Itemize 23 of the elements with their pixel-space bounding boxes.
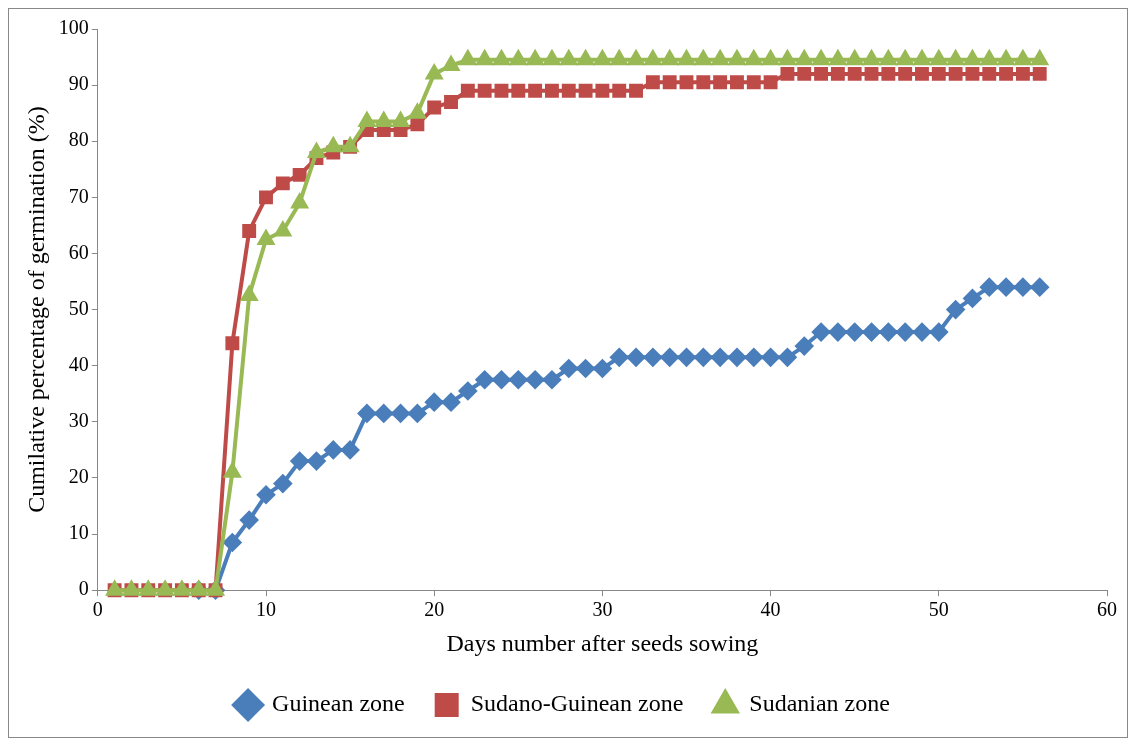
y-tick-label: 50 (68, 296, 89, 319)
x-tick-label: 40 (760, 598, 781, 621)
y-tick-label: 40 (68, 352, 89, 375)
y-tick-label: 30 (68, 409, 89, 432)
y-tick-label: 80 (68, 128, 89, 151)
y-tick-label: 10 (68, 521, 89, 544)
x-tick-label: 0 (92, 598, 103, 621)
legend-label: Guinean zone (272, 690, 405, 717)
y-tick-label: 20 (68, 465, 89, 488)
y-axis-title: Cumilative percentage of germination (%) (22, 106, 49, 513)
x-tick-label: 30 (592, 598, 613, 621)
x-tick-label: 60 (1097, 598, 1117, 621)
y-tick-label: 100 (58, 16, 89, 39)
y-tick-label: 0 (78, 577, 89, 600)
x-tick-label: 50 (928, 598, 949, 621)
y-tick-label: 60 (68, 240, 89, 263)
x-tick-label: 10 (256, 598, 276, 621)
y-tick-label: 90 (68, 72, 89, 95)
y-tick-label: 70 (68, 184, 89, 207)
legend-label: Sudanian zone (749, 690, 890, 717)
x-tick-label: 20 (424, 598, 445, 621)
legend-label: Sudano-Guinean zone (470, 690, 684, 717)
x-axis-title: Days number after seeds sowing (446, 629, 759, 656)
